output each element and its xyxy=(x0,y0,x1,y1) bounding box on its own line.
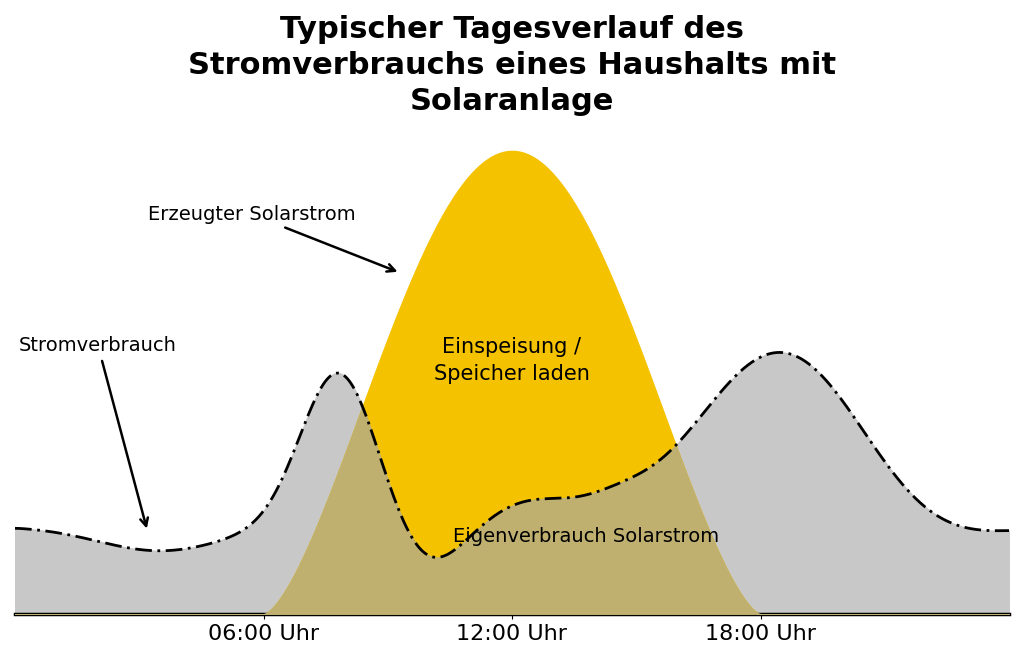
Text: Erzeugter Solarstrom: Erzeugter Solarstrom xyxy=(147,205,395,272)
Text: Stromverbrauch: Stromverbrauch xyxy=(19,337,177,526)
Text: Einspeisung /
Speicher laden: Einspeisung / Speicher laden xyxy=(434,337,590,384)
Title: Typischer Tagesverlauf des
Stromverbrauchs eines Haushalts mit
Solaranlage: Typischer Tagesverlauf des Stromverbrauc… xyxy=(188,15,836,116)
Text: Eigenverbrauch Solarstrom: Eigenverbrauch Solarstrom xyxy=(454,527,720,546)
